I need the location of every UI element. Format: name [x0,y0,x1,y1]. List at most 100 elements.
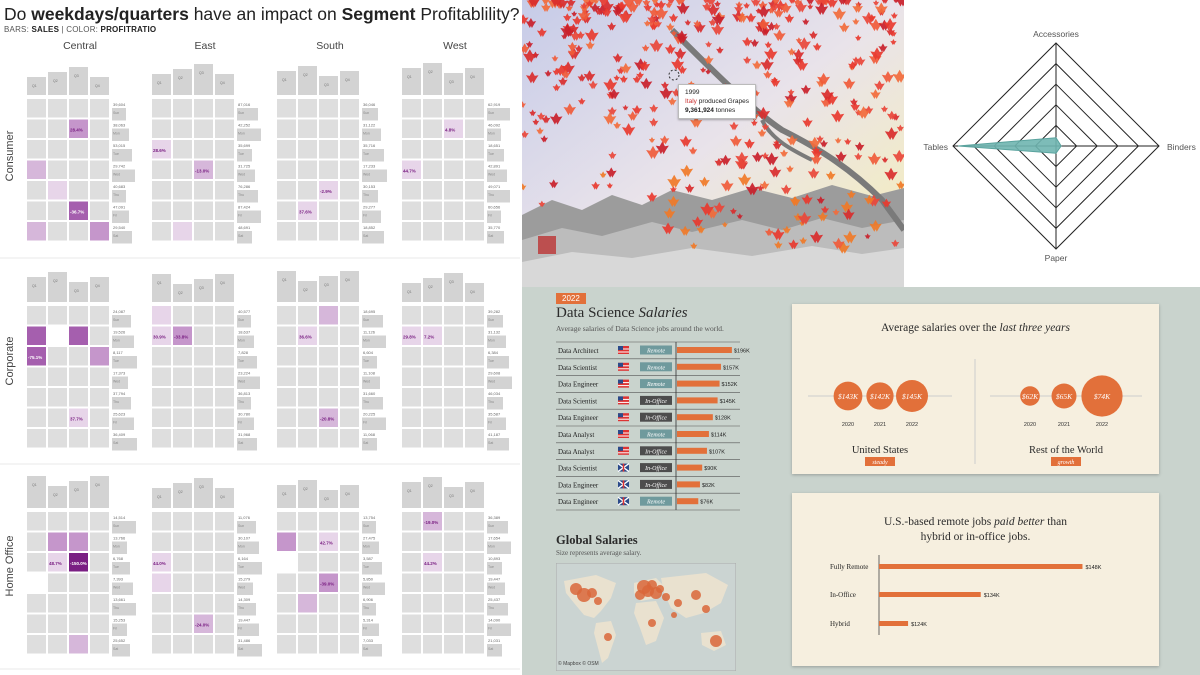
remote-value: $124K [911,622,927,628]
remote-bar-row: Hybrid $124K [830,620,927,628]
maple-leaf [612,2,625,15]
maple-leaf [756,106,771,120]
heat-cell-label: 29.8% [403,335,416,340]
heat-cell [402,512,421,531]
maple-leaf [643,3,653,12]
maple-leaf [878,19,891,31]
heat-cell [69,347,88,366]
heat-cell [444,326,463,345]
day-value: 37,794 [113,391,126,396]
world-map[interactable] [556,563,736,671]
bubble-value: $142K [870,392,891,401]
quarter-bar [340,71,359,95]
heat-cell [319,429,338,448]
quarter-bar-label: Q3 [449,80,454,84]
day-value: 11,068 [363,432,376,437]
heat-cell-highlight [48,532,67,551]
heat-cell [173,347,192,366]
us-flag-canton [618,379,623,384]
maple-leaf [649,22,658,31]
maple-leaf [607,106,617,116]
quarter-bar-label: Q3 [74,74,79,78]
heat-cell [277,326,296,345]
salary-row: Data Architect Remote $196K [556,341,750,355]
maple-leaf [599,0,609,6]
day-value: 18,637 [238,330,251,335]
heat-cell [194,222,213,241]
maple-leaf [750,0,761,7]
maple-leaf [522,14,529,25]
day-bar [487,562,502,575]
maple-leaf [607,22,617,31]
quarter-bar [465,283,484,302]
maple-leaf [881,0,889,4]
quarter-bar-label: Q4 [345,78,350,82]
mode-pill [640,479,672,489]
heat-cell [277,594,296,613]
heat-cell [215,553,234,572]
maple-leaf [878,43,888,53]
day-value: 6,164 [238,556,249,561]
heat-cell [340,326,359,345]
heat-cell [298,429,317,448]
day-value: 62,919 [488,102,501,107]
day-label: Sat [488,441,493,445]
heat-cell [277,306,296,325]
heat-cell-highlight [277,532,296,551]
heat-cell [48,347,67,366]
maple-leaf [576,31,585,40]
maple-leaf [736,213,743,220]
maple-leaf [613,121,622,129]
day-bar [112,541,127,554]
heat-cell-highlight [48,181,67,200]
maple-leaf [659,135,670,145]
maple-leaf [541,115,551,124]
day-value: 87,424 [238,205,251,210]
maple-leaf [854,152,863,161]
heat-cell [319,367,338,386]
day-label: Fri [363,214,367,218]
day-bar [362,397,383,410]
heat-cell [340,140,359,159]
maple-leaf [667,97,677,106]
facet-consumer-central: Q1 Q2 Q3 Q4 39,604 Sun 38,063 Mon 53,015 Tue 29,74… [27,67,135,244]
maple-leaf [792,48,805,60]
day-label: Fri [488,627,492,631]
heat-cell [194,326,213,345]
day-value: 36,409 [113,432,126,437]
heat-cell [444,160,463,179]
day-value: 8,117 [113,350,123,355]
day-label: Fri [238,421,242,425]
year-label: 2020 [1024,422,1036,428]
heat-cell [340,201,359,220]
maple-leaf [772,140,782,150]
maple-leaf [577,97,586,105]
us-flag-canton [618,396,623,401]
heat-cell [194,573,213,592]
heat-cell-highlight [152,326,171,345]
maple-leaf [522,183,527,191]
mode-label: Remote [646,433,665,439]
heat-cell-highlight [27,347,46,366]
remote-bar-chart: Fully Remote $148K In-Office $134K Hybrid $12… [830,555,1102,635]
heat-cell-label: 36.6% [299,335,312,340]
salary-bar [677,414,713,421]
maple-leaf [883,18,897,31]
heat-cell [90,614,109,633]
quarter-bar-label: Q2 [178,76,183,80]
heat-cell [215,573,234,592]
heat-cell [215,99,234,118]
heat-cell [465,367,484,386]
heat-cell [444,429,463,448]
maple-leaf [675,0,685,6]
maple-leaf [703,0,709,4]
maple-leaf [522,43,531,54]
salary-value: $76K [700,500,713,506]
maple-leaf [584,28,599,42]
day-value: 49,071 [488,184,501,189]
heat-cell [298,553,317,572]
maple-leaf [757,4,771,18]
maple-leaf [640,77,653,90]
heat-cell [423,201,442,220]
day-value: 31,725 [238,164,251,169]
